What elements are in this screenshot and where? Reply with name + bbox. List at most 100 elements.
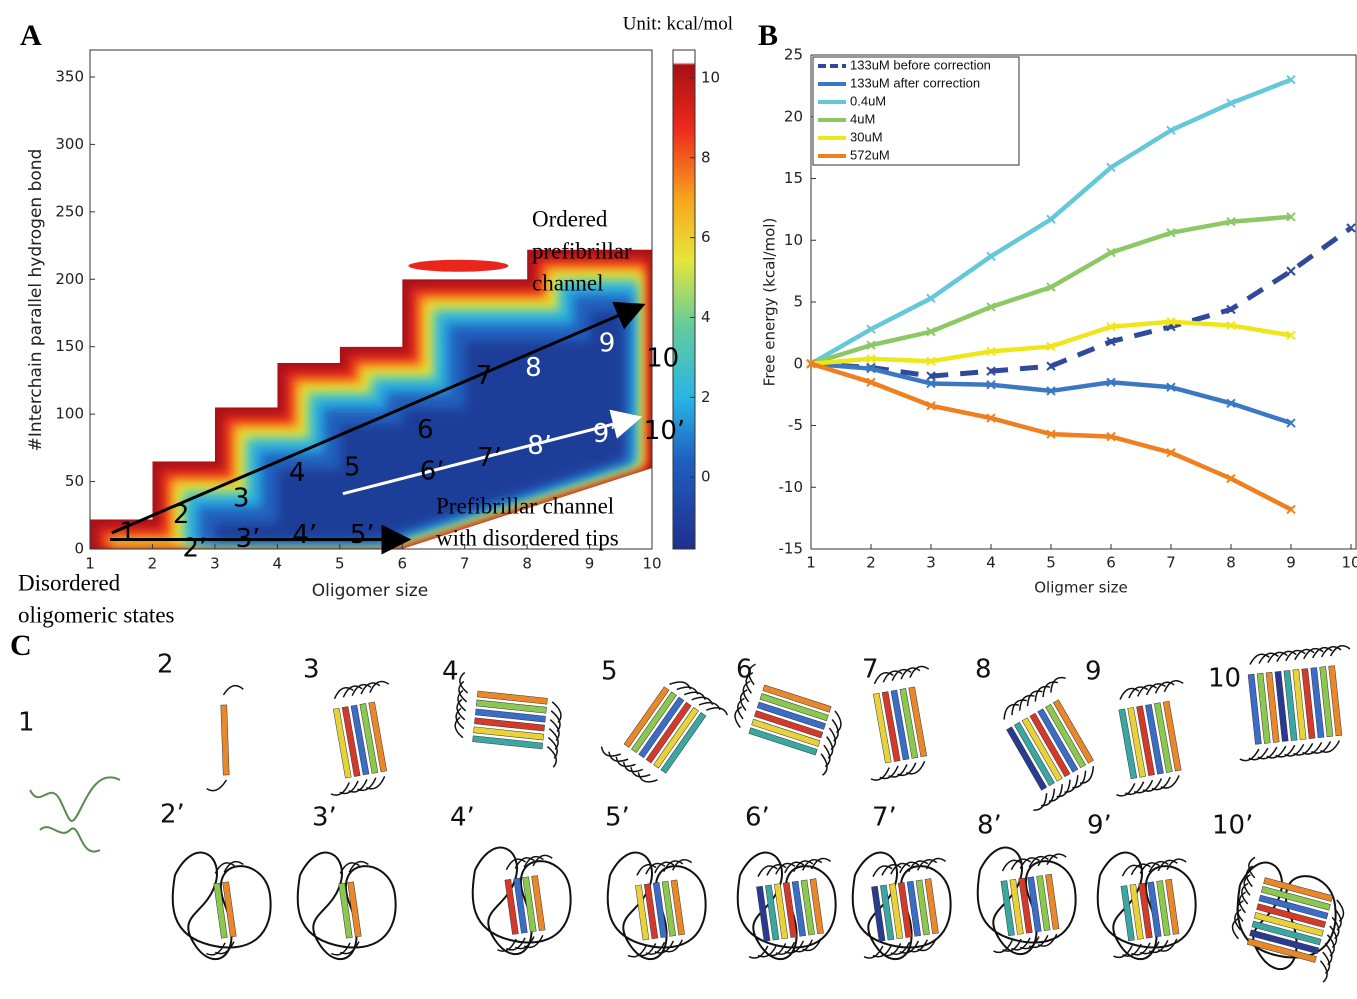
x-tick-label: 6 bbox=[1106, 554, 1116, 572]
y-tick-label: 100 bbox=[55, 405, 84, 423]
structure bbox=[599, 664, 728, 798]
panel-label: A bbox=[20, 19, 42, 52]
y-tick-label: 25 bbox=[784, 46, 803, 64]
colorbar-tick-label: 2 bbox=[701, 388, 711, 406]
annotation: channel bbox=[532, 270, 604, 295]
series-line bbox=[811, 364, 1291, 423]
state-label: 3 bbox=[233, 484, 250, 514]
x-tick-label: 2 bbox=[866, 554, 876, 572]
figure: A B C 12345678910050100150200250300350Ol… bbox=[0, 0, 1357, 999]
state-label: 2 bbox=[173, 500, 190, 530]
structure bbox=[1099, 679, 1201, 796]
x-tick-label: 1 bbox=[806, 554, 816, 572]
x-axis-label: Oligomer size bbox=[312, 581, 428, 601]
structure-label: 2’ bbox=[160, 800, 185, 830]
state-label: 2’ bbox=[183, 534, 208, 564]
x-tick-label: 10 bbox=[642, 555, 661, 573]
structure bbox=[313, 680, 406, 796]
state-label: 7’ bbox=[477, 443, 502, 473]
state-label: 3’ bbox=[236, 524, 261, 554]
structure-label: 10 bbox=[1208, 664, 1241, 694]
state-label: 4’ bbox=[292, 520, 317, 550]
state-label: 8 bbox=[525, 353, 542, 383]
y-tick-label: 50 bbox=[65, 472, 84, 490]
y-tick-label: 10 bbox=[784, 231, 803, 249]
y-tick-label: 250 bbox=[55, 202, 84, 220]
series-line bbox=[811, 364, 1291, 510]
colorbar-tick-label: 8 bbox=[701, 148, 711, 166]
legend-label: 133uM after correction bbox=[850, 75, 980, 90]
structure bbox=[982, 675, 1116, 812]
x-tick-label: 6 bbox=[397, 555, 407, 573]
x-tick-label: 3 bbox=[926, 554, 936, 572]
state-label: 10’ bbox=[644, 416, 685, 446]
y-axis-label: #Interchain parallel hydrogen bond bbox=[26, 149, 46, 452]
structure-label: 8 bbox=[975, 655, 992, 685]
structure-label: 2 bbox=[157, 650, 174, 680]
state-label: 7 bbox=[476, 361, 493, 391]
structure-label: 1 bbox=[18, 708, 35, 738]
x-tick-label: 8 bbox=[522, 555, 532, 573]
x-tick-label: 3 bbox=[210, 555, 220, 573]
x-tick-label: 7 bbox=[1166, 554, 1176, 572]
y-tick-label: -10 bbox=[779, 478, 804, 496]
coil bbox=[30, 777, 120, 851]
annotation: Disordered bbox=[18, 570, 121, 595]
state-label: 9’ bbox=[593, 419, 618, 449]
structure bbox=[1225, 856, 1352, 982]
structure-label: 9 bbox=[1085, 657, 1102, 687]
panel-label: C bbox=[10, 629, 32, 662]
point-marker bbox=[1287, 267, 1295, 275]
structure-label: 9’ bbox=[1087, 811, 1112, 841]
structure-label: 10’ bbox=[1212, 811, 1253, 841]
structure bbox=[203, 685, 247, 791]
state-label: 4 bbox=[289, 458, 306, 488]
legend-label: 4uM bbox=[850, 111, 875, 126]
contour-cap bbox=[408, 260, 508, 272]
annotation: oligomeric states bbox=[18, 602, 175, 627]
annotation: prefibrillar bbox=[532, 238, 632, 263]
legend-box bbox=[813, 57, 1019, 165]
structure-label: 4 bbox=[442, 657, 459, 687]
colorbar-tick-label: 10 bbox=[701, 68, 720, 86]
structure-label: 5’ bbox=[605, 803, 630, 833]
structure bbox=[452, 672, 565, 767]
colorbar-tick-label: 0 bbox=[701, 468, 711, 486]
x-tick-label: 8 bbox=[1226, 554, 1236, 572]
legend-label: 133uM before correction bbox=[850, 57, 991, 72]
structure-label: 6’ bbox=[745, 803, 770, 833]
x-tick-label: 2 bbox=[148, 555, 158, 573]
annotation: with disordered tips bbox=[436, 525, 619, 550]
annotation: Prefibrillar channel bbox=[436, 493, 614, 518]
structure-label: 7’ bbox=[872, 803, 897, 833]
colorbar-label: Unit: kcal/mol bbox=[623, 13, 733, 34]
y-tick-label: -5 bbox=[788, 416, 803, 434]
x-tick-label: 9 bbox=[1286, 554, 1296, 572]
annotation: Ordered bbox=[532, 206, 608, 231]
colorbar bbox=[673, 50, 695, 549]
state-label: 8’ bbox=[527, 431, 552, 461]
x-tick-label: 10 bbox=[1341, 554, 1357, 572]
structure-label: 3’ bbox=[312, 803, 337, 833]
y-tick-label: -15 bbox=[779, 540, 804, 558]
legend-label: 0.4uM bbox=[850, 93, 886, 108]
panel-label: B bbox=[758, 19, 778, 52]
y-tick-label: 5 bbox=[793, 293, 803, 311]
structure-label: 5 bbox=[601, 657, 618, 687]
structure-label: 3 bbox=[303, 655, 320, 685]
colorbar-tick-label: 4 bbox=[701, 308, 711, 326]
x-tick-label: 4 bbox=[986, 554, 996, 572]
y-tick-label: 0 bbox=[74, 540, 84, 558]
series-line bbox=[811, 217, 1291, 364]
state-label: 5 bbox=[344, 453, 361, 483]
x-tick-label: 5 bbox=[335, 555, 345, 573]
colorbar-tick-label: 6 bbox=[701, 228, 711, 246]
structure-label: 8’ bbox=[977, 811, 1002, 841]
y-axis-label: Free energy (kcal/mol) bbox=[761, 218, 779, 387]
x-axis-label: Oligmer size bbox=[1034, 579, 1128, 597]
x-tick-label: 9 bbox=[585, 555, 595, 573]
state-label: 5’ bbox=[350, 520, 375, 550]
x-tick-label: 7 bbox=[460, 555, 470, 573]
legend-label: 572uM bbox=[850, 147, 890, 162]
structure bbox=[1229, 645, 1357, 761]
